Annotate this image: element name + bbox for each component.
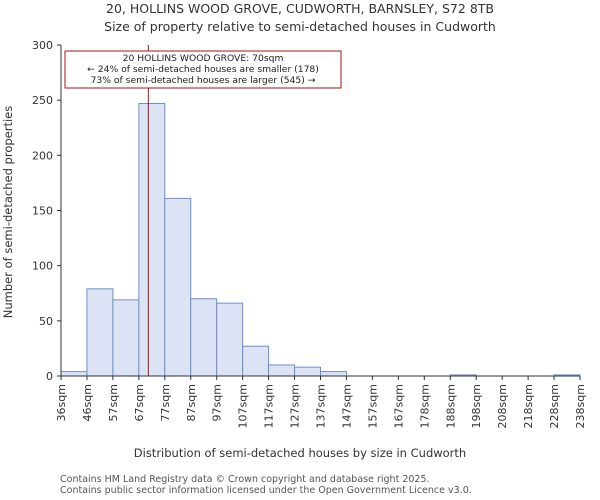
bar-8 [268,364,296,377]
y-axis-label: Number of semi-detached properties [1,106,15,318]
bar-0 [60,371,88,377]
x-tick-label: 198sqm [470,384,483,428]
x-axis: 36sqm 46sqm 57sqm 67sqm 77sqm 87sqm 97sqm 107sq… [55,375,587,428]
y-tick-label: 0 [46,370,53,383]
x-tick-label: 36sqm [55,384,68,421]
x-tick-label: 218sqm [522,384,535,428]
chart-subtitle: Size of property relative to semi-detach… [104,19,496,34]
annotation-line-1: 20 HOLLINS WOOD GROVE: 70sqm [123,53,284,64]
bar-2 [112,299,140,377]
bar-5 [190,298,218,377]
bar-1 [86,288,114,377]
x-tick-label: 57sqm [107,384,120,421]
y-tick-label: 50 [39,315,53,328]
y-tick-label: 100 [32,260,53,273]
bar-7 [242,345,270,377]
bar-10 [320,371,347,377]
y-axis: 0 50 100 150 200 250 300 [32,39,62,383]
x-tick-label: 208sqm [496,384,509,428]
bar-6 [216,302,244,377]
bar-4 [164,197,192,377]
x-tick-label: 77sqm [159,384,172,421]
y-tick-label: 150 [32,205,53,218]
x-tick-label: 238sqm [574,384,587,428]
footer-licence: Contains public sector information licen… [60,485,472,496]
x-tick-label: 137sqm [315,384,328,428]
x-tick-label: 178sqm [418,384,431,428]
x-axis-label: Distribution of semi-detached houses by … [134,446,466,460]
x-tick-label: 127sqm [289,384,302,428]
bar-9 [294,366,321,377]
x-tick-label: 147sqm [340,384,353,428]
y-tick-label: 300 [32,39,53,52]
annotation-line-3: 73% of semi-detached houses are larger (… [91,75,316,86]
x-tick-label: 97sqm [211,384,224,421]
x-tick-label: 107sqm [237,384,250,428]
chart-title: 20, HOLLINS WOOD GROVE, CUDWORTH, BARNSL… [106,1,494,16]
x-tick-label: 67sqm [133,384,146,421]
annotation-line-2: ← 24% of semi-detached houses are smalle… [87,64,319,75]
footer-copyright: Contains HM Land Registry data © Crown c… [60,474,430,485]
y-tick-label: 250 [32,94,53,107]
bar-3 [138,102,166,377]
x-tick-label: 117sqm [263,384,276,428]
x-tick-label: 87sqm [185,384,198,421]
y-tick-label: 200 [32,149,53,162]
annotation-box [64,50,342,89]
bar-group [60,102,581,377]
x-tick-label: 46sqm [81,384,94,421]
x-tick-label: 188sqm [444,384,457,428]
x-tick-label: 167sqm [392,384,405,428]
x-tick-label: 157sqm [366,384,379,428]
x-tick-label: 228sqm [548,384,561,428]
